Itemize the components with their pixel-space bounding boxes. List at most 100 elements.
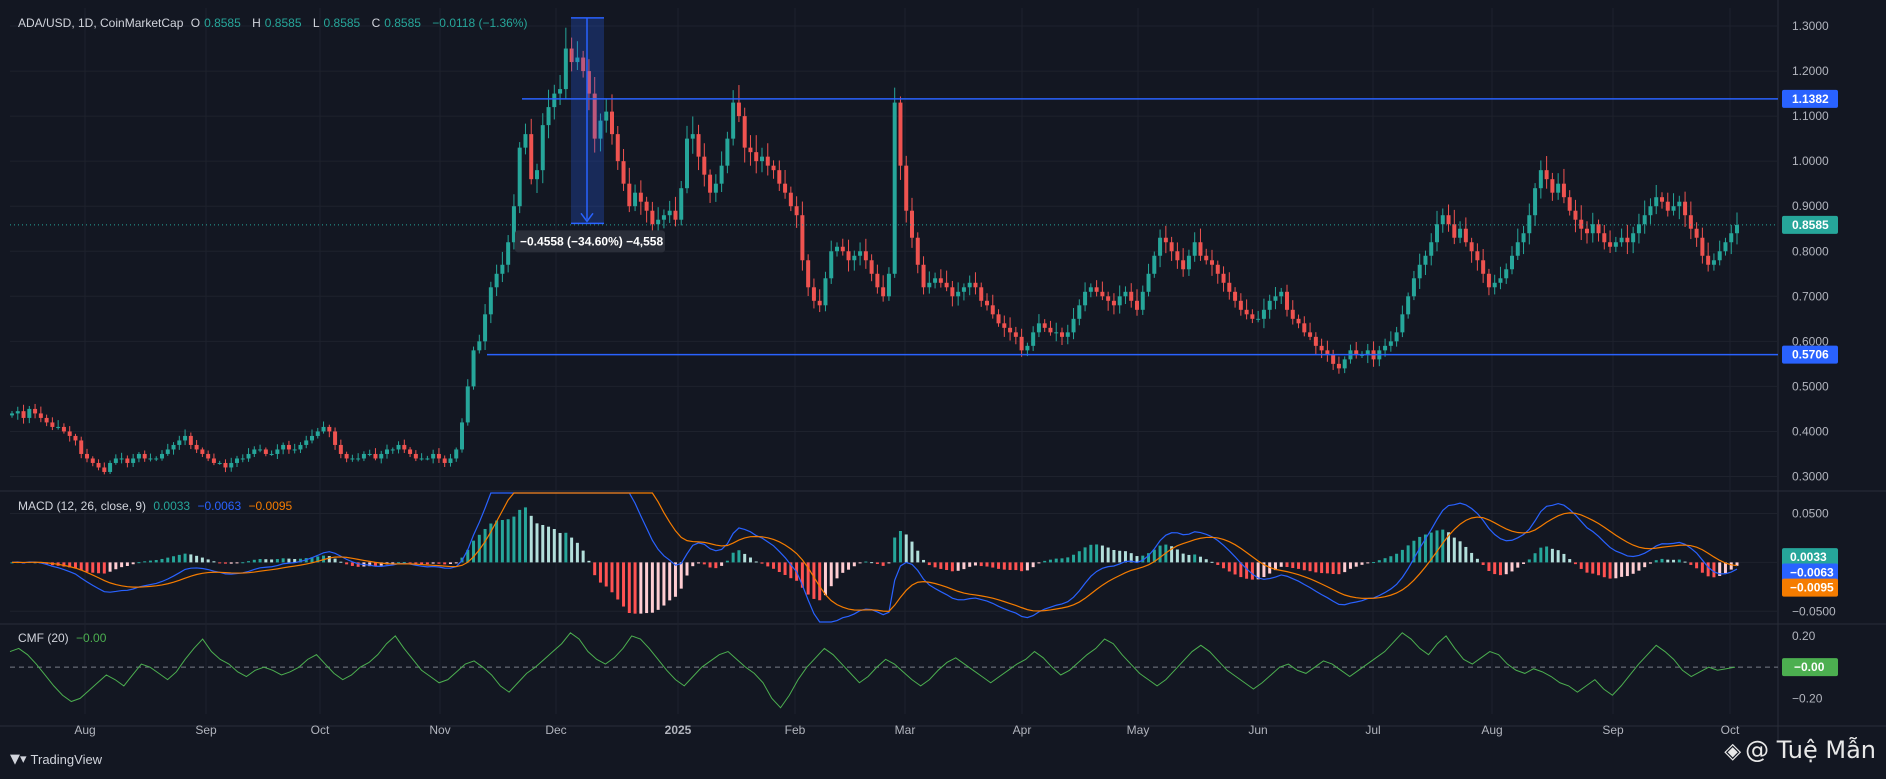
y-tick-label: 0.5000 [1792, 379, 1829, 393]
last-price-label: 0.8585 [1792, 218, 1829, 232]
macd-histogram-bar [1735, 562, 1739, 566]
macd-histogram-bar [1591, 562, 1595, 574]
macd-histogram-bar [1504, 562, 1508, 575]
candle-body [183, 435, 188, 441]
candle-body [1665, 201, 1670, 211]
candle-body [598, 120, 603, 139]
measure-label-bg [515, 230, 665, 253]
macd-histogram-bar [743, 553, 747, 563]
macd-histogram-bar [1072, 554, 1076, 563]
cmf-tick-label: 0.20 [1792, 629, 1816, 643]
candle-body [1579, 219, 1584, 229]
macd-histogram-bar [1025, 562, 1029, 571]
macd-histogram-bar [183, 553, 187, 563]
macd-value-label-bg [1782, 563, 1838, 582]
candle-body [736, 102, 741, 117]
candle-body [633, 192, 638, 207]
candle-body [44, 417, 49, 423]
cmf-value-label-bg [1782, 658, 1838, 677]
macd-legend-macd: 0.0033 [153, 499, 191, 513]
macd-histogram-bar [777, 562, 781, 573]
macd-histogram-bar [962, 562, 966, 570]
candle-body [615, 134, 620, 162]
candle-body [298, 444, 303, 450]
candle-body [431, 453, 436, 459]
candle-body [950, 287, 955, 297]
candle-body [165, 449, 170, 454]
tradingview-brand[interactable]: ▼▾ TradingView [10, 752, 102, 767]
macd-histogram-bar [1037, 562, 1041, 564]
macd-histogram-bar [737, 550, 741, 563]
candle-body [1135, 300, 1139, 310]
candle-body [119, 458, 124, 460]
candle-body [1596, 224, 1601, 234]
macd-histogram-bar [529, 515, 533, 563]
candle-body [38, 413, 43, 418]
macd-histogram-bar [604, 562, 608, 587]
macd-histogram-bar [1429, 532, 1433, 563]
candle-body [1296, 318, 1301, 324]
x-tick-label: Aug [1481, 723, 1502, 737]
macd-histogram-bar [691, 562, 695, 567]
candle-body [96, 462, 101, 468]
candle-body [892, 102, 897, 274]
candle-body [1163, 237, 1168, 243]
candle-body [1706, 255, 1711, 265]
macd-histogram-bar [241, 562, 245, 564]
cmf-legend-value: −0.00 [76, 631, 107, 645]
macd-histogram-bar [195, 555, 199, 563]
candle-body [188, 435, 193, 445]
candle-body [713, 183, 718, 193]
candle-body [1227, 282, 1232, 292]
macd-histogram-bar [616, 562, 620, 600]
candle-body [33, 408, 38, 414]
candle-body [811, 287, 816, 301]
macd-histogram-bar [973, 562, 977, 566]
macd-histogram-bar [177, 554, 181, 563]
macd-histogram-bar [1256, 562, 1260, 580]
macd-histogram-bar [1106, 547, 1110, 563]
macd-histogram-bar [702, 562, 706, 565]
candle-body [1631, 233, 1636, 243]
diamond-logo-icon: ◈ [1724, 739, 1742, 764]
macd-histogram-bar [1193, 554, 1197, 563]
macd-histogram-bar [1723, 562, 1727, 574]
candle-body [367, 453, 372, 455]
macd-histogram-bar [1343, 562, 1347, 573]
x-tick-label: Aug [74, 723, 95, 737]
macd-histogram-bar [506, 519, 510, 563]
macd-histogram-bar [518, 509, 522, 563]
candle-body [1186, 255, 1191, 270]
candle-body [1469, 242, 1474, 252]
macd-histogram-bar [293, 558, 297, 563]
candle-body [419, 458, 424, 460]
macd-histogram-bar [904, 534, 908, 563]
x-tick-label: Oct [1721, 723, 1740, 737]
candle-body [1106, 296, 1111, 301]
macd-histogram-bar [200, 557, 204, 563]
macd-histogram-bar [1695, 562, 1699, 569]
candle-body [650, 210, 655, 225]
candle-body [1561, 183, 1566, 198]
macd-histogram-bar [1239, 562, 1243, 578]
candle-body [511, 206, 516, 243]
candle-body [1550, 179, 1555, 193]
candle-body [1290, 309, 1295, 319]
macd-histogram-bar [1568, 559, 1572, 563]
macd-histogram-bar [466, 549, 470, 563]
macd-histogram-bar [1510, 562, 1514, 572]
macd-histogram-bar [1648, 562, 1652, 564]
candle-body [1336, 363, 1341, 369]
macd-histogram-bar [1320, 562, 1324, 574]
candle-body [1088, 287, 1093, 292]
macd-value-label: −0.0063 [1790, 566, 1834, 580]
macd-histogram-bar [668, 562, 672, 601]
macd-histogram-bar [1291, 562, 1295, 569]
candle-body [944, 282, 949, 288]
macd-histogram-bar [858, 562, 862, 564]
candle-body [1215, 264, 1220, 274]
macd-histogram-bar [593, 562, 597, 576]
candle-body [656, 219, 661, 225]
